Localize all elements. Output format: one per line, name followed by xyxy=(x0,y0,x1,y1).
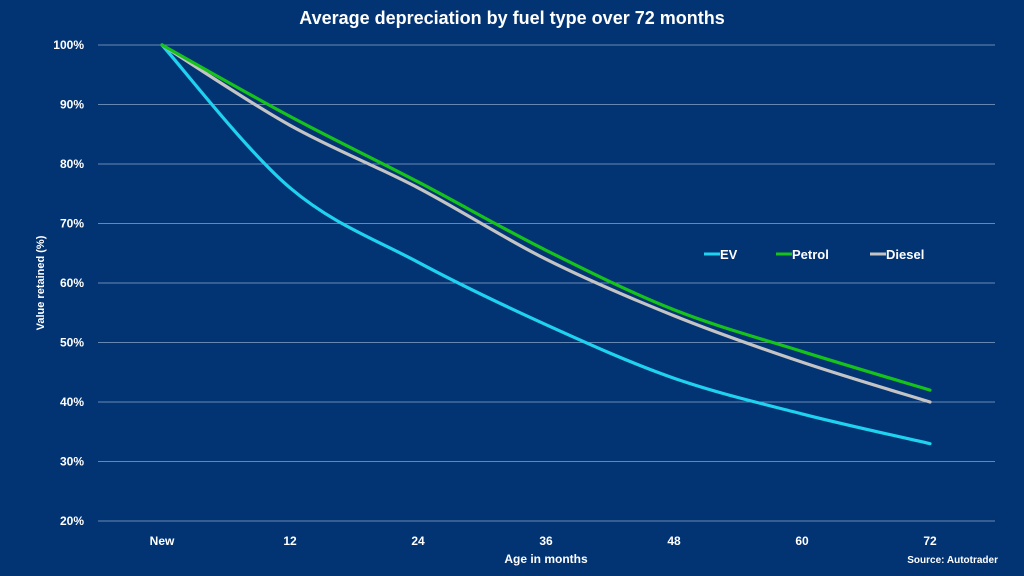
x-tick-label: 24 xyxy=(411,534,425,548)
y-tick-label: 50% xyxy=(60,336,84,350)
series-line-ev xyxy=(160,43,932,446)
x-tick-label: 12 xyxy=(283,534,297,548)
x-tick-label: New xyxy=(150,534,175,548)
x-tick-label: 72 xyxy=(923,534,937,548)
y-tick-label: 40% xyxy=(60,395,84,409)
x-axis-label: Age in months xyxy=(504,552,588,566)
legend-label-diesel: Diesel xyxy=(886,247,924,262)
series-line-diesel xyxy=(160,43,932,404)
x-tick-label: 36 xyxy=(539,534,553,548)
y-tick-label: 80% xyxy=(60,157,84,171)
y-tick-label: 100% xyxy=(53,38,84,52)
chart-title: Average depreciation by fuel type over 7… xyxy=(299,8,725,28)
y-tick-label: 30% xyxy=(60,455,84,469)
y-tick-label: 90% xyxy=(60,98,84,112)
x-tick-label: 48 xyxy=(667,534,681,548)
x-tick-label: 60 xyxy=(795,534,809,548)
source-note: Source: Autotrader xyxy=(907,555,998,566)
y-tick-label: 70% xyxy=(60,217,84,231)
y-tick-label: 60% xyxy=(60,276,84,290)
series-line-petrol xyxy=(160,43,932,392)
legend-label-petrol: Petrol xyxy=(792,247,829,262)
legend-label-ev: EV xyxy=(720,247,738,262)
y-axis-label: Value retained (%) xyxy=(35,235,47,330)
y-tick-label: 20% xyxy=(60,514,84,528)
